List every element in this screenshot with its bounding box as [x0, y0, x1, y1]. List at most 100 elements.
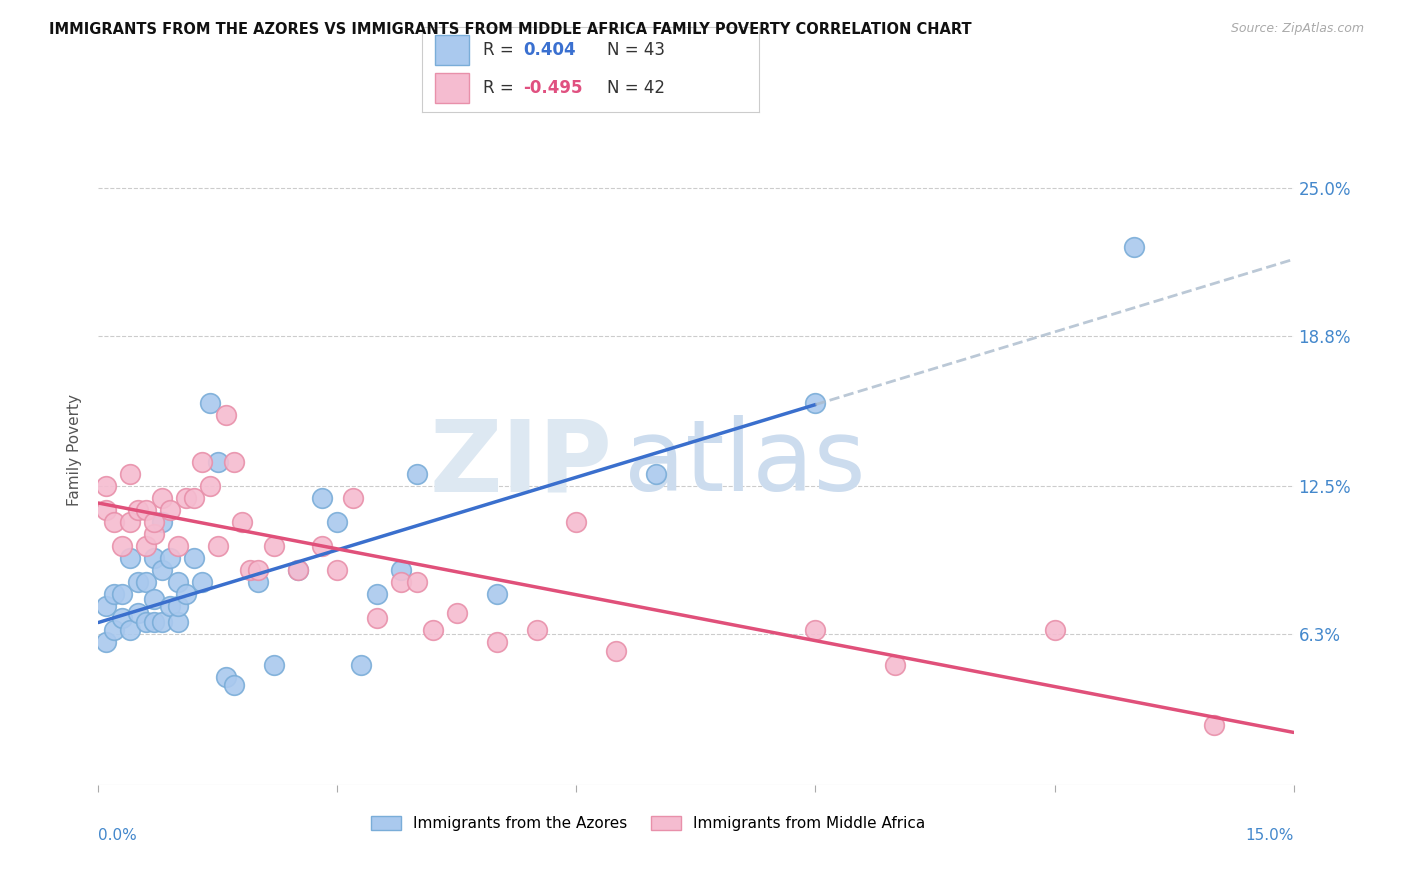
Point: [605, 644, 627, 658]
Point: [120, 623, 142, 637]
Point: [565, 515, 588, 529]
Point: [135, 615, 157, 630]
Point: [143, 527, 166, 541]
Text: ZIP: ZIP: [429, 416, 613, 512]
Point: [143, 551, 166, 566]
Point: [389, 563, 412, 577]
Text: 0.0%: 0.0%: [98, 829, 138, 844]
Point: [167, 574, 190, 589]
Point: [198, 395, 221, 409]
Point: [804, 395, 827, 409]
Point: [111, 587, 134, 601]
Point: [422, 623, 444, 637]
Point: [127, 574, 149, 589]
Text: Source: ZipAtlas.com: Source: ZipAtlas.com: [1230, 22, 1364, 36]
Legend: Immigrants from the Azores, Immigrants from Middle Africa: Immigrants from the Azores, Immigrants f…: [364, 810, 932, 838]
Point: [120, 467, 142, 482]
Point: [246, 574, 269, 589]
Point: [287, 563, 309, 577]
Point: [150, 515, 173, 529]
Point: [239, 563, 262, 577]
Text: 0.404: 0.404: [523, 42, 575, 60]
Point: [159, 599, 181, 613]
Point: [1202, 718, 1225, 732]
Point: [366, 611, 388, 625]
Point: [159, 503, 181, 517]
Text: atlas: atlas: [624, 416, 866, 512]
Point: [526, 623, 548, 637]
Point: [96, 634, 118, 648]
Point: [135, 503, 157, 517]
Point: [96, 599, 118, 613]
Text: -0.495: -0.495: [523, 78, 582, 96]
Point: [485, 634, 508, 648]
Y-axis label: Family Poverty: Family Poverty: [67, 394, 83, 507]
Point: [103, 587, 125, 601]
Point: [350, 658, 373, 673]
Point: [326, 563, 349, 577]
Point: [135, 539, 157, 553]
Point: [127, 503, 149, 517]
Text: R =: R =: [482, 42, 513, 60]
Text: 15.0%: 15.0%: [1246, 829, 1294, 844]
Point: [287, 563, 309, 577]
Point: [127, 606, 149, 620]
Point: [1043, 623, 1066, 637]
Point: [222, 455, 245, 469]
Point: [103, 623, 125, 637]
Point: [191, 574, 214, 589]
Point: [207, 455, 229, 469]
Point: [111, 611, 134, 625]
Point: [111, 539, 134, 553]
Point: [135, 574, 157, 589]
Point: [120, 515, 142, 529]
Point: [311, 539, 333, 553]
Point: [150, 563, 173, 577]
Point: [183, 551, 205, 566]
FancyBboxPatch shape: [436, 73, 470, 103]
Point: [143, 615, 166, 630]
Point: [1123, 240, 1146, 254]
Point: [215, 408, 238, 422]
Point: [406, 467, 429, 482]
Text: IMMIGRANTS FROM THE AZORES VS IMMIGRANTS FROM MIDDLE AFRICA FAMILY POVERTY CORRE: IMMIGRANTS FROM THE AZORES VS IMMIGRANTS…: [49, 22, 972, 37]
Point: [167, 615, 190, 630]
Point: [222, 678, 245, 692]
Point: [96, 479, 118, 493]
Point: [120, 551, 142, 566]
Point: [215, 670, 238, 684]
Point: [485, 587, 508, 601]
Point: [263, 539, 285, 553]
Point: [159, 551, 181, 566]
Point: [143, 515, 166, 529]
FancyBboxPatch shape: [436, 36, 470, 65]
Point: [366, 587, 388, 601]
Point: [103, 515, 125, 529]
Point: [884, 658, 907, 673]
Point: [174, 587, 197, 601]
Point: [804, 623, 827, 637]
Point: [207, 539, 229, 553]
Point: [167, 539, 190, 553]
Point: [446, 606, 468, 620]
Point: [191, 455, 214, 469]
Text: N = 42: N = 42: [607, 78, 665, 96]
Point: [183, 491, 205, 506]
Point: [311, 491, 333, 506]
Point: [342, 491, 364, 506]
Text: N = 43: N = 43: [607, 42, 665, 60]
Point: [167, 599, 190, 613]
Point: [326, 515, 349, 529]
Point: [150, 491, 173, 506]
Point: [96, 503, 118, 517]
Text: R =: R =: [482, 78, 513, 96]
Point: [389, 574, 412, 589]
Point: [198, 479, 221, 493]
Point: [174, 491, 197, 506]
Point: [246, 563, 269, 577]
Point: [263, 658, 285, 673]
Point: [150, 615, 173, 630]
Point: [231, 515, 253, 529]
Point: [406, 574, 429, 589]
Point: [645, 467, 668, 482]
